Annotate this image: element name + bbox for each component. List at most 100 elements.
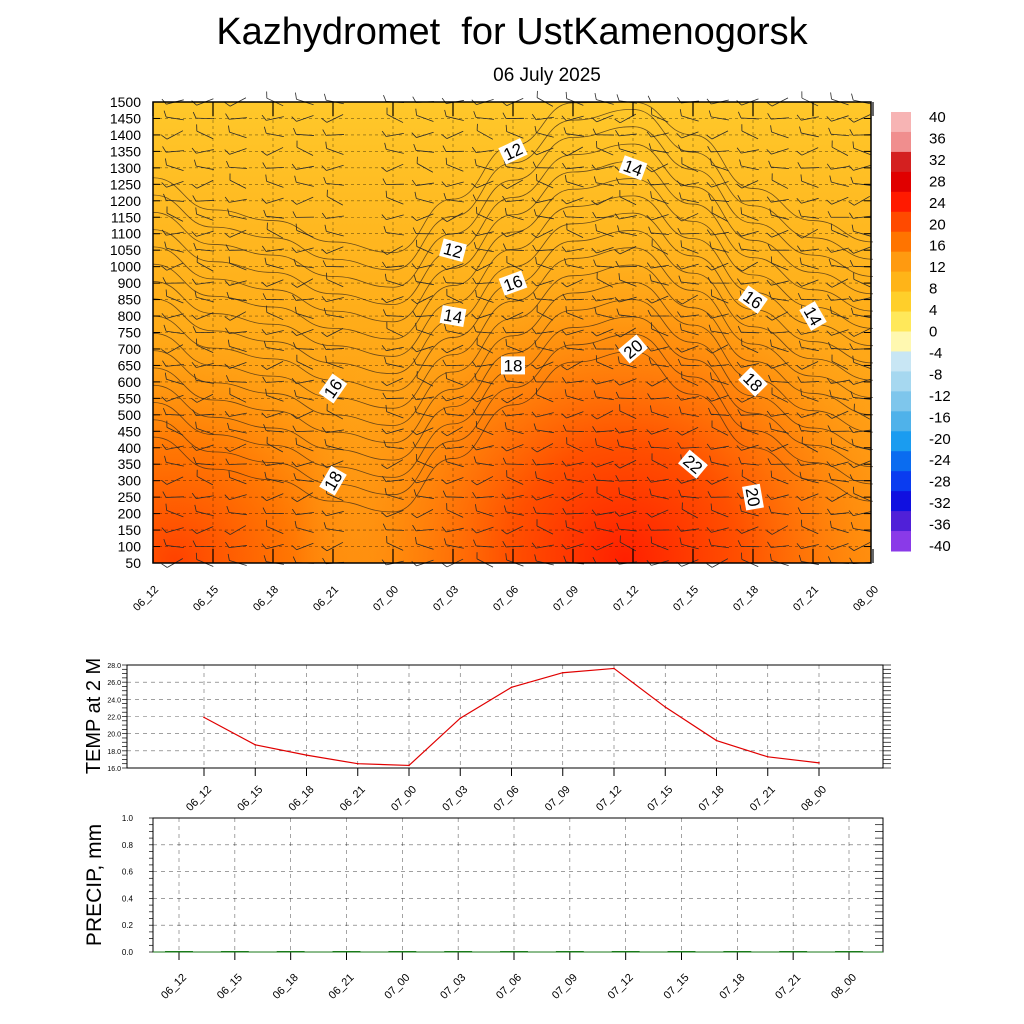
wind-barb bbox=[265, 388, 284, 402]
wind-barb bbox=[322, 129, 345, 136]
wind-barb bbox=[736, 261, 758, 272]
wind-barb bbox=[771, 173, 789, 189]
wind-barb bbox=[593, 390, 614, 401]
wind-barb bbox=[739, 159, 759, 171]
wind-barb bbox=[414, 406, 434, 418]
wind-barb bbox=[561, 329, 584, 336]
wind-barb bbox=[165, 158, 184, 172]
colorbar-swatch bbox=[891, 411, 911, 432]
wind-barb bbox=[226, 291, 247, 302]
wind-barb bbox=[471, 476, 494, 486]
x-tick-label: 07_00 bbox=[389, 784, 419, 814]
wind-barb bbox=[766, 525, 789, 535]
wind-barb bbox=[322, 343, 345, 350]
wind-barb bbox=[614, 378, 637, 386]
wind-barb bbox=[592, 128, 615, 136]
wind-barb bbox=[472, 408, 494, 416]
wind-barb bbox=[619, 190, 637, 206]
y-tick-label: 200 bbox=[118, 506, 142, 522]
wind-barb bbox=[502, 410, 524, 417]
contour-label: 14 bbox=[439, 305, 467, 328]
x-tick-label: 07_18 bbox=[731, 584, 761, 614]
wind-barb bbox=[386, 107, 404, 123]
wind-barb bbox=[561, 115, 584, 122]
wind-barb bbox=[191, 312, 214, 320]
wind-barb bbox=[381, 245, 404, 255]
wind-barb bbox=[677, 442, 700, 449]
wind-barb bbox=[799, 471, 819, 484]
wind-barb bbox=[191, 180, 214, 189]
wind-barb bbox=[851, 224, 871, 237]
wind-barb bbox=[504, 207, 524, 221]
wind-barb bbox=[161, 344, 184, 354]
wind-barb bbox=[501, 493, 524, 500]
wind-barb bbox=[797, 376, 820, 383]
wind-barb bbox=[766, 279, 789, 286]
wind-barb bbox=[225, 541, 247, 549]
wind-barb bbox=[706, 181, 729, 188]
wind-barb bbox=[708, 324, 729, 335]
wind-barb bbox=[382, 523, 405, 531]
wind-barb bbox=[676, 131, 699, 139]
wind-barb bbox=[706, 344, 729, 354]
wind-barb bbox=[770, 125, 789, 139]
wind-barb bbox=[161, 262, 184, 271]
y-tick-label: 26.0 bbox=[107, 680, 121, 687]
wind-barb bbox=[770, 256, 789, 271]
wind-barb bbox=[413, 275, 434, 286]
wind-barb bbox=[501, 393, 523, 404]
wind-barb bbox=[561, 411, 584, 419]
wind-barb bbox=[381, 428, 404, 435]
y-tick-label: 50 bbox=[125, 555, 141, 571]
wind-barb bbox=[593, 176, 614, 187]
wind-barb bbox=[646, 509, 669, 518]
wind-barb bbox=[831, 140, 849, 156]
wind-barb bbox=[502, 540, 525, 548]
y-tick-label: 550 bbox=[118, 390, 142, 406]
y-tick-label: 16.0 bbox=[107, 766, 121, 773]
temperature-panel: 06_12 06_15 06_18 06_21 07_00 07_03 07_06 07_09… bbox=[83, 658, 891, 814]
temp-point bbox=[305, 754, 308, 756]
y-tick-label: 1150 bbox=[111, 209, 141, 225]
wind-barb bbox=[594, 521, 614, 533]
wind-barb bbox=[263, 209, 284, 219]
wind-barb bbox=[411, 345, 434, 353]
wind-barb bbox=[561, 246, 584, 253]
wind-barb bbox=[850, 521, 871, 533]
x-tick-label: 07_09 bbox=[543, 784, 573, 814]
wind-barb bbox=[476, 338, 494, 354]
wind-barb bbox=[325, 355, 344, 369]
wind-barb bbox=[676, 263, 699, 270]
wind-barb bbox=[796, 197, 819, 204]
wind-barb bbox=[826, 377, 849, 384]
wind-barb bbox=[536, 173, 554, 189]
wind-barb bbox=[324, 224, 344, 237]
wind-barb bbox=[381, 163, 404, 172]
wind-barb bbox=[411, 427, 434, 436]
wind-barb bbox=[411, 509, 434, 519]
wind-barb bbox=[225, 375, 248, 383]
temp-point bbox=[203, 716, 205, 719]
y-tick-label: 750 bbox=[118, 325, 142, 341]
wind-barb bbox=[768, 374, 790, 383]
colorbar-label: 36 bbox=[929, 130, 946, 147]
wind-barb bbox=[294, 520, 314, 533]
y-tick-label: 0.4 bbox=[122, 894, 134, 903]
wind-barb bbox=[736, 180, 759, 189]
wind-barb bbox=[592, 426, 615, 433]
wind-barb bbox=[532, 161, 555, 169]
wind-barb bbox=[196, 338, 214, 353]
wind-barb bbox=[194, 504, 214, 517]
wind-barb bbox=[161, 443, 184, 450]
wind-barb bbox=[676, 477, 699, 484]
wind-barb bbox=[796, 114, 819, 121]
wind-barb bbox=[536, 305, 554, 321]
wind-barb bbox=[566, 437, 584, 452]
y-tick-label: 0.0 bbox=[122, 948, 134, 957]
colorbar-label: -16 bbox=[929, 409, 951, 426]
wind-barb bbox=[385, 404, 404, 419]
wind-barb bbox=[412, 310, 435, 318]
wind-barb bbox=[648, 440, 670, 449]
colorbar-label: 32 bbox=[929, 152, 946, 169]
wind-barb bbox=[294, 306, 314, 320]
